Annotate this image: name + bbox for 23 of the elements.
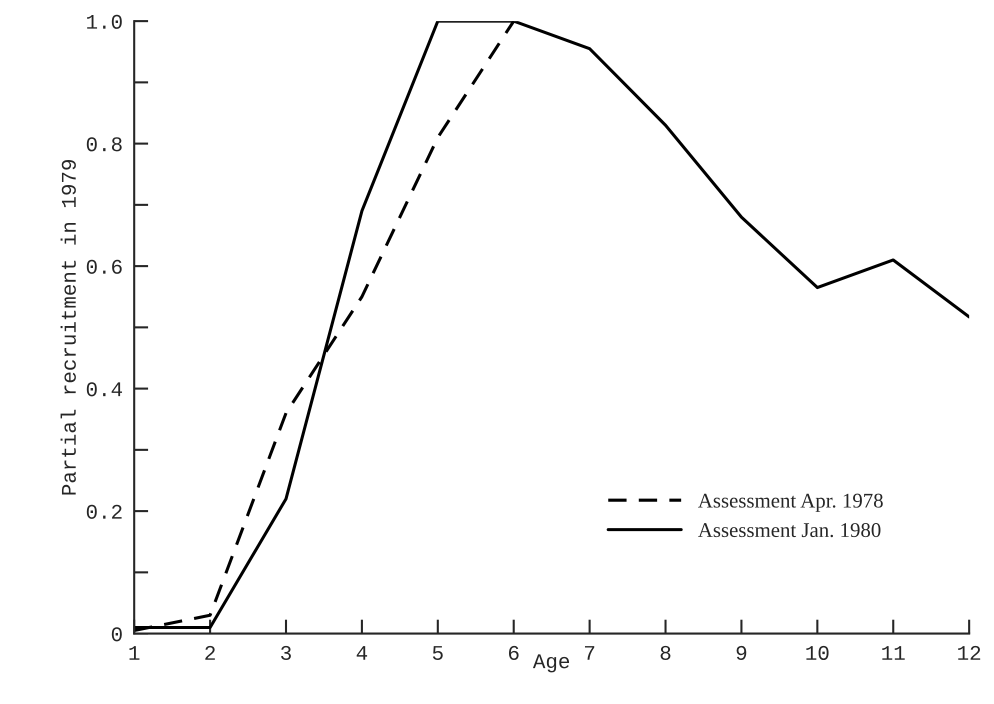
x-tick-label: 8 xyxy=(660,646,670,660)
y-axis-title: Partial recruitment in 1979 xyxy=(60,160,76,495)
y-tick-label: 0.6 xyxy=(86,260,122,274)
x-axis-title: Age xyxy=(532,654,570,672)
y-tick-label: 0.4 xyxy=(86,382,122,396)
line-series xyxy=(134,21,970,630)
x-tick-label: 11 xyxy=(882,646,905,660)
legend-label: Assessment Apr. 1978 xyxy=(698,494,883,512)
x-tick-label: 5 xyxy=(432,646,443,660)
x-tick-label: 4 xyxy=(356,646,368,660)
x-tick-label: 7 xyxy=(584,646,594,660)
x-tick-label: 10 xyxy=(806,646,829,660)
y-tick-label: 0 xyxy=(112,627,122,642)
x-tick-label: 2 xyxy=(205,646,215,660)
legend-label: Assessment Jan. 1980 xyxy=(698,523,880,538)
y-tick-label: 0.2 xyxy=(86,504,122,519)
y-tick-label: 0.8 xyxy=(86,137,122,152)
x-tick-label: 1 xyxy=(129,646,140,660)
x-tick-label: 3 xyxy=(281,646,291,660)
x-tick-label: 12 xyxy=(958,646,980,660)
x-tick-label: 6 xyxy=(509,646,519,660)
x-tick-label: 9 xyxy=(736,646,746,660)
y-tick-label: 1.0 xyxy=(87,14,122,29)
